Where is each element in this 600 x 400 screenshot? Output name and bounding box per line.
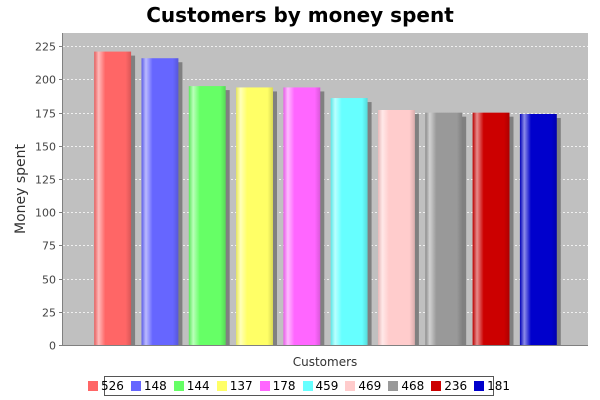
x-axis-label: Customers	[293, 355, 358, 369]
legend-swatch	[431, 381, 442, 391]
legend-label: 148	[143, 379, 167, 393]
legend-item: 181	[474, 379, 510, 393]
y-tick-label: 125	[35, 174, 56, 187]
y-tick-label: 225	[35, 41, 56, 54]
legend-item: 137	[216, 379, 253, 393]
legend-swatch	[87, 381, 98, 391]
bar-137	[236, 87, 273, 345]
legend-label: 236	[444, 379, 468, 393]
bar-468	[425, 112, 463, 345]
legend-item: 526	[87, 379, 124, 393]
legend-item: 178	[259, 379, 296, 393]
bar-526	[94, 51, 132, 346]
legend-label: 468	[401, 379, 425, 393]
legend-item: 144	[173, 379, 210, 393]
legend-swatch	[173, 381, 184, 391]
legend-swatch	[216, 381, 227, 391]
legend-label: 469	[358, 379, 382, 393]
y-tick-label: 50	[42, 274, 56, 287]
legend-swatch	[302, 381, 313, 391]
legend: 526 148 144 137 178 459 469 468 236 181	[87, 376, 510, 396]
legend-item: 468	[388, 379, 424, 393]
legend-label: 526	[100, 379, 124, 393]
legend-label: 459	[315, 379, 339, 393]
bars	[94, 51, 561, 346]
y-tick-label: 0	[49, 340, 56, 353]
y-tick-label: 75	[42, 240, 56, 253]
y-tick-label: 150	[35, 141, 56, 154]
y-tick-label: 100	[35, 207, 56, 220]
chart-title: Customers by money spent	[146, 3, 454, 27]
bar-chart: 0 25 50 75 100 125 150 175 200 225 Customers Mone…	[13, 33, 588, 369]
legend-swatch	[345, 381, 356, 391]
y-tick-label: 200	[35, 74, 56, 87]
legend-label: 178	[272, 379, 296, 393]
legend-swatch	[388, 381, 399, 391]
legend-label: 181	[487, 379, 511, 393]
legend-swatch	[130, 381, 141, 391]
bar-144	[188, 86, 226, 345]
bar-459	[330, 98, 368, 345]
legend-item: 148	[130, 379, 167, 393]
y-axis-ticks: 0 25 50 75 100 125 150 175 200 225	[35, 41, 63, 353]
bar-178	[283, 87, 321, 345]
bar-236	[472, 112, 510, 345]
y-tick-label: 175	[35, 108, 56, 121]
bar-469	[378, 110, 415, 345]
y-axis-label: Money spent	[13, 143, 29, 234]
legend-label: 144	[186, 379, 210, 393]
legend-item: 469	[345, 379, 381, 393]
legend-label: 137	[229, 379, 253, 393]
legend-swatch	[474, 381, 485, 391]
y-tick-label: 25	[42, 307, 56, 320]
legend-item: 236	[431, 379, 467, 393]
bar-148	[141, 58, 179, 346]
legend-item: 459	[302, 379, 339, 393]
legend-swatch	[259, 381, 270, 391]
bar-181	[519, 113, 557, 345]
